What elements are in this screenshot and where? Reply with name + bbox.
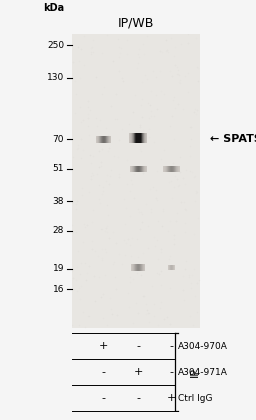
- Text: 51: 51: [52, 164, 64, 173]
- Text: A304-971A: A304-971A: [178, 368, 228, 377]
- Text: +: +: [167, 394, 176, 404]
- Text: 70: 70: [52, 135, 64, 144]
- Text: 16: 16: [52, 285, 64, 294]
- Text: +: +: [99, 341, 108, 351]
- Text: Ctrl IgG: Ctrl IgG: [178, 394, 212, 403]
- Text: 130: 130: [47, 73, 64, 82]
- Text: 38: 38: [52, 197, 64, 206]
- Text: +: +: [134, 367, 143, 377]
- Title: IP/WB: IP/WB: [118, 17, 154, 30]
- Text: -: -: [169, 341, 174, 351]
- Text: A304-970A: A304-970A: [178, 341, 228, 351]
- Text: -: -: [136, 341, 140, 351]
- Text: -: -: [102, 394, 106, 404]
- Text: -: -: [169, 367, 174, 377]
- Text: 250: 250: [47, 41, 64, 50]
- Text: ← SPATS2: ← SPATS2: [210, 134, 256, 144]
- Text: kDa: kDa: [43, 3, 64, 13]
- Text: IP: IP: [189, 367, 200, 377]
- Text: -: -: [102, 367, 106, 377]
- Text: 19: 19: [52, 264, 64, 273]
- Text: -: -: [136, 394, 140, 404]
- Text: 28: 28: [53, 226, 64, 235]
